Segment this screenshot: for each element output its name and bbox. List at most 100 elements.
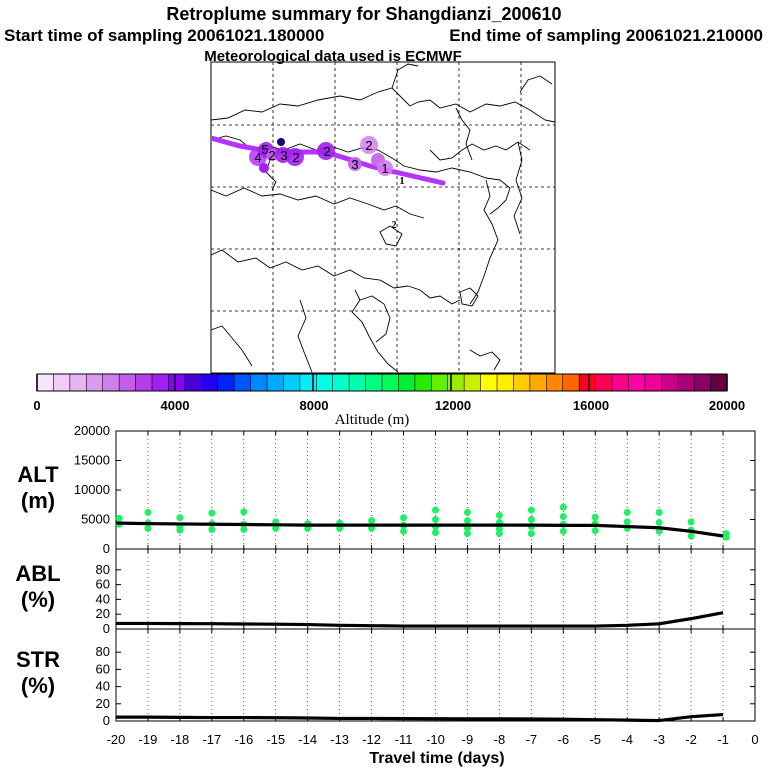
- plume-blob: [266, 149, 278, 161]
- y-tick-label: 80: [96, 644, 110, 659]
- altitude-point: [432, 528, 439, 536]
- x-tick-label: -15: [266, 732, 285, 747]
- colorbar-swatch: [710, 374, 728, 391]
- altitude-point: [400, 514, 408, 522]
- plume-blob: [377, 160, 393, 176]
- colorbar-swatch: [201, 374, 219, 391]
- altitude-point: [240, 526, 248, 534]
- altitude-point: [591, 527, 599, 535]
- altitude-point: [559, 513, 567, 521]
- altitude-point: [240, 508, 248, 516]
- series-line: [116, 611, 724, 628]
- plume-blob: [259, 163, 269, 173]
- altitude-point: [463, 517, 471, 525]
- altitude-point: [623, 508, 631, 516]
- altitude-point: [687, 518, 695, 526]
- colorbar-swatch: [677, 374, 695, 391]
- colorbar-swatch: [513, 374, 531, 391]
- altitude-point: [687, 532, 695, 540]
- altitude-point: [527, 506, 535, 514]
- map-frame: [210, 61, 556, 374]
- altitude-point: [176, 526, 184, 534]
- altitude-point: [400, 527, 408, 535]
- map-panel: 2 1 1 2 3 2 2 3 2 5 4: [210, 61, 556, 374]
- colorbar-swatch: [152, 374, 169, 391]
- x-tick-label: -6: [558, 732, 570, 747]
- colorbar-swatch: [299, 374, 317, 391]
- x-tick-label: 0: [751, 732, 758, 747]
- x-tick-label: -19: [139, 732, 158, 747]
- altitude-point: [623, 518, 631, 526]
- colorbar-swatch: [398, 374, 416, 391]
- plume-blob: [286, 148, 304, 166]
- plume-blob: [348, 157, 362, 171]
- altitude-point: [495, 530, 503, 538]
- y-tick-label: 40: [96, 591, 110, 606]
- plume-blob: [360, 136, 378, 154]
- colorbar-swatch: [497, 374, 514, 391]
- colorbar-swatch: [119, 374, 136, 391]
- map-day-label: 2: [292, 150, 299, 165]
- station-marker: [277, 138, 285, 146]
- map-gridlines: [211, 62, 555, 373]
- x-tick-labels: -20 -19 -18 -17 -16 -15 -14 -13 -12 -11 -10 -9 -8 -7-…: [107, 732, 759, 747]
- colorbar-swatch: [612, 374, 629, 391]
- y-tick-label: 0: [103, 713, 110, 728]
- x-tick-label: -16: [234, 732, 253, 747]
- colorbar-tick-label: 12000: [435, 398, 471, 413]
- colorbar-swatch: [447, 374, 465, 391]
- altitude-point: [527, 516, 535, 523]
- map-day-label: 2: [392, 220, 397, 231]
- series-line: [116, 712, 724, 723]
- colorbar-swatch: [365, 374, 383, 391]
- map-day-label: 3: [351, 157, 358, 172]
- colorbar-swatch: [267, 374, 284, 391]
- x-tick-label: -10: [426, 732, 445, 747]
- colorbar-swatch: [53, 374, 71, 391]
- colorbar-swatch: [414, 374, 432, 391]
- map-day-label: 5: [261, 142, 268, 157]
- map-day-label: 4: [254, 150, 261, 165]
- series-line: [115, 521, 724, 538]
- y-tick-label: 20000: [74, 423, 110, 438]
- x-axis-label: Travel time (days): [369, 750, 504, 767]
- altitude-point: [144, 524, 152, 532]
- colorbar-swatch: [250, 374, 268, 391]
- y-tick-label: 20: [96, 606, 110, 621]
- plume-track: 2 1 1 2 3 2 2 3 2 5 4: [211, 135, 446, 231]
- colorbar-tick-label: 4000: [161, 398, 190, 413]
- colorbar-axis-label: Altitude (m): [335, 412, 410, 428]
- x-tick-label: -17: [202, 732, 221, 747]
- colorbar-swatch: [464, 374, 481, 391]
- colorbar-swatch: [431, 374, 449, 391]
- x-tick-label: -13: [330, 732, 349, 747]
- y-tick-label: 5000: [81, 512, 110, 527]
- x-tick-label: -11: [395, 732, 413, 747]
- y-tick-label: 10000: [74, 482, 110, 497]
- y-tick-label: 40: [96, 679, 110, 694]
- altitude-point: [115, 514, 123, 522]
- panel-str: 80 60 40 20 0 STR(%): [16, 628, 756, 728]
- x-tick-label: -5: [589, 732, 601, 747]
- altitude-point: [463, 508, 471, 516]
- map-labels: 2 1 1 2 3 2 2 3 2 5 4: [254, 138, 404, 231]
- x-tick-label: -14: [298, 732, 317, 747]
- map-day-label: 1: [400, 176, 405, 187]
- colorbar-swatch: [562, 374, 580, 391]
- altitude-colorbar: [36, 373, 728, 392]
- x-tick-label: -12: [362, 732, 381, 747]
- altitude-point: [208, 526, 216, 534]
- colorbar-swatch: [86, 374, 104, 391]
- end-time-label: End time of sampling 20061021.210000: [449, 26, 763, 45]
- colorbar-swatch: [217, 374, 235, 391]
- colorbar-swatch: [283, 374, 301, 391]
- colorbar-swatch: [480, 374, 498, 391]
- map-day-label: 2: [365, 138, 372, 153]
- x-tick-label: -7: [526, 732, 538, 747]
- map-day-label: 1: [381, 161, 388, 176]
- colorbar-swatch: [579, 374, 596, 391]
- colorbar-swatch: [382, 374, 399, 391]
- x-tick-label: -20: [107, 732, 126, 747]
- colorbar-swatch: [661, 374, 679, 391]
